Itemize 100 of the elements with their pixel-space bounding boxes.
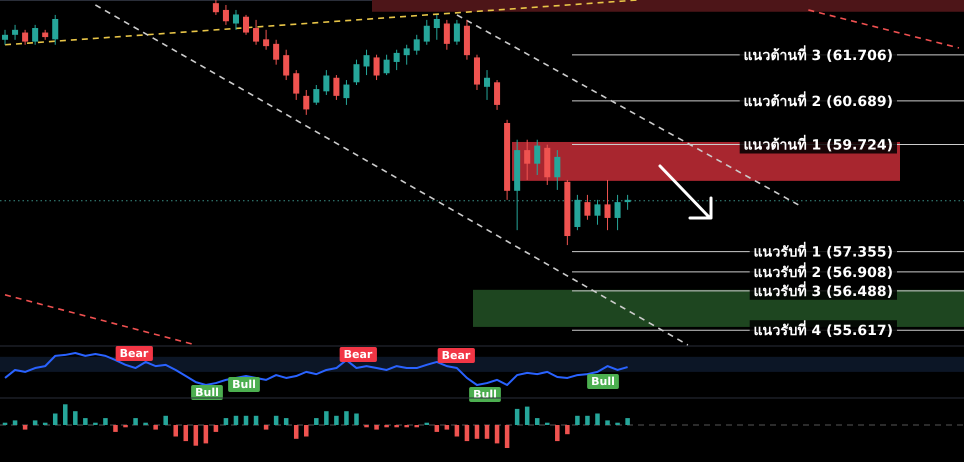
bar bbox=[12, 420, 18, 425]
candlestick bbox=[232, 9, 239, 30]
bar bbox=[605, 420, 610, 425]
candlestick bbox=[22, 29, 28, 46]
annotation: Bear bbox=[344, 348, 373, 361]
bar bbox=[113, 425, 118, 432]
candlestick bbox=[454, 19, 460, 46]
candlestick bbox=[32, 24, 38, 46]
candlestick bbox=[243, 14, 250, 36]
candlestick bbox=[343, 80, 350, 106]
candlestick bbox=[253, 19, 260, 46]
bar bbox=[184, 425, 188, 442]
bar bbox=[204, 425, 208, 444]
bar bbox=[374, 425, 379, 430]
candlestick bbox=[444, 19, 450, 50]
candlestick bbox=[494, 80, 500, 110]
candlestick bbox=[353, 59, 360, 86]
candlestick bbox=[222, 4, 229, 26]
text: Bull bbox=[195, 386, 219, 399]
bar bbox=[314, 418, 319, 425]
bar bbox=[555, 425, 560, 442]
candlestick bbox=[42, 29, 48, 40]
bar bbox=[22, 425, 28, 430]
candlestick bbox=[374, 54, 380, 81]
bar bbox=[304, 425, 309, 436]
bar bbox=[284, 418, 288, 425]
candlestick bbox=[2, 29, 8, 46]
bar bbox=[434, 425, 440, 432]
candlestick bbox=[534, 139, 540, 176]
bar bbox=[334, 416, 339, 425]
bar bbox=[474, 425, 480, 439]
bar bbox=[454, 425, 460, 436]
bar bbox=[595, 414, 600, 425]
bar bbox=[585, 416, 590, 425]
candlestick bbox=[283, 49, 290, 81]
bar bbox=[444, 425, 450, 430]
bar bbox=[514, 408, 520, 425]
candlestick bbox=[364, 49, 370, 76]
candlestick bbox=[414, 34, 420, 56]
bar bbox=[214, 425, 218, 432]
candlestick bbox=[594, 199, 600, 226]
bar bbox=[224, 418, 228, 425]
candlestick bbox=[323, 70, 330, 96]
ref-line-label: แนวต้านที่ 1 (59.724) bbox=[744, 134, 893, 154]
candlestick bbox=[394, 49, 400, 71]
bar bbox=[244, 416, 248, 425]
ref-line-label: แนวรับที่ 4 (55.617) bbox=[754, 320, 893, 340]
bar bbox=[324, 411, 329, 425]
bar bbox=[344, 411, 349, 425]
bar bbox=[153, 425, 158, 430]
candlestick bbox=[524, 139, 530, 180]
candlestick bbox=[424, 19, 430, 46]
bar bbox=[32, 420, 38, 425]
bar bbox=[254, 416, 258, 425]
bar bbox=[83, 418, 88, 425]
candlestick bbox=[12, 24, 18, 40]
bar bbox=[575, 416, 580, 425]
bar bbox=[625, 418, 630, 425]
candlestick bbox=[313, 84, 320, 106]
candlestick bbox=[333, 74, 340, 100]
bar bbox=[534, 418, 540, 425]
bar bbox=[103, 418, 108, 425]
candlestick bbox=[263, 29, 270, 50]
ref-line-label: แนวต้านที่ 2 (60.689) bbox=[744, 90, 893, 110]
bar bbox=[194, 425, 198, 446]
annotation: Bear bbox=[442, 349, 471, 362]
annotation: Bear bbox=[120, 347, 149, 360]
bar bbox=[264, 425, 268, 430]
bar bbox=[524, 406, 530, 425]
candlestick bbox=[293, 70, 300, 100]
ref-line-label: แนวรับที่ 2 (56.908) bbox=[754, 262, 893, 281]
bar bbox=[63, 404, 68, 425]
annotation: Bull bbox=[591, 375, 615, 388]
bar bbox=[73, 411, 78, 425]
ref-line-label: แนวรับที่ 1 (57.355) bbox=[754, 242, 893, 261]
bar bbox=[52, 414, 58, 425]
bar bbox=[294, 425, 298, 439]
bar bbox=[354, 414, 359, 425]
candlestick bbox=[434, 14, 440, 40]
bar bbox=[173, 425, 178, 436]
bar bbox=[494, 425, 500, 444]
bar bbox=[274, 416, 278, 425]
candlestick bbox=[273, 39, 280, 66]
candlestick bbox=[604, 179, 611, 231]
candlestick bbox=[52, 14, 58, 46]
bar bbox=[133, 418, 138, 425]
annotation: Bull bbox=[232, 378, 256, 391]
candlestick bbox=[303, 89, 310, 116]
candlestick bbox=[384, 54, 390, 76]
candlestick bbox=[404, 44, 410, 66]
bar bbox=[484, 425, 490, 439]
ref-line-label: แนวรับที่ 3 (56.488) bbox=[754, 280, 893, 300]
bar bbox=[504, 425, 510, 448]
bar bbox=[464, 425, 470, 442]
bar bbox=[234, 416, 238, 425]
candlestick bbox=[584, 194, 590, 220]
candlestick bbox=[614, 194, 621, 231]
candlestick bbox=[484, 70, 490, 100]
ref-line-label: แนวต้านที่ 3 (61.706) bbox=[744, 44, 893, 64]
bar bbox=[565, 425, 570, 434]
